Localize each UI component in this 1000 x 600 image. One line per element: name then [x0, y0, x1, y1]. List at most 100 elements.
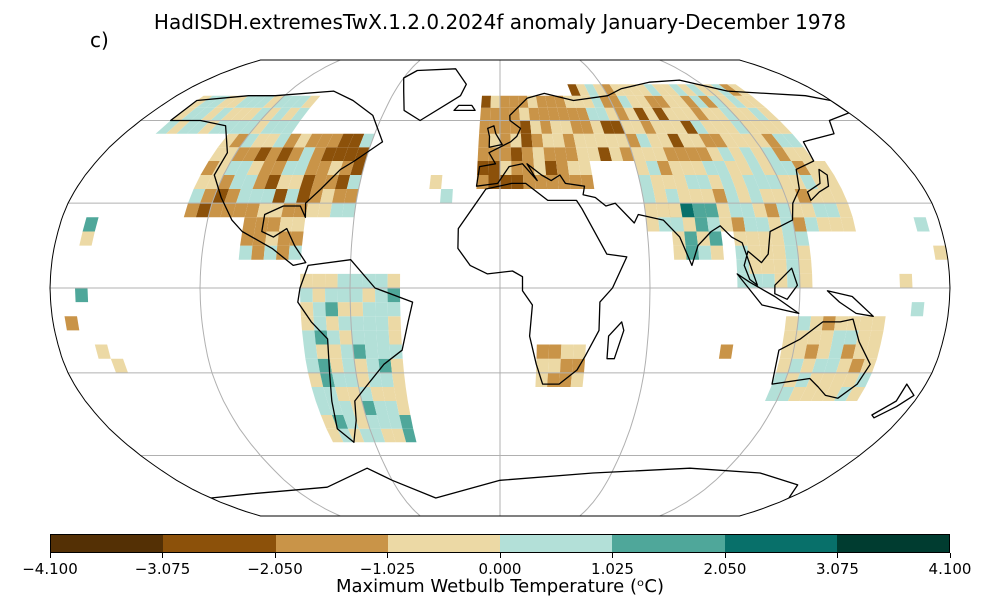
grid-cell — [729, 120, 751, 134]
grid-cell — [668, 203, 683, 218]
grid-cell — [258, 161, 276, 175]
grid-cell — [399, 415, 414, 429]
grid-cell — [387, 273, 401, 288]
grid-cell — [667, 133, 685, 148]
grid-cell — [303, 344, 318, 359]
grid-cell — [818, 372, 836, 387]
grid-cell — [749, 147, 769, 161]
grid-cell — [829, 372, 848, 387]
grid-cell — [510, 120, 521, 134]
grid-cell — [313, 316, 327, 331]
grid-cell — [280, 107, 301, 121]
grid-cell — [327, 401, 344, 415]
grid-cell — [354, 147, 370, 161]
grid-cell — [570, 372, 584, 387]
grid-cell — [315, 161, 332, 175]
grid-cell — [910, 302, 925, 317]
grid-cell — [719, 133, 739, 148]
grid-cell — [718, 217, 734, 232]
grid-cell — [644, 203, 659, 218]
grid-cell — [806, 330, 822, 345]
grid-cell — [539, 120, 553, 134]
grid-cell — [362, 302, 376, 317]
grid-cell — [223, 161, 243, 175]
grid-cell — [230, 107, 254, 121]
grid-cell — [488, 161, 500, 175]
colorbar-tick-label: −1.025 — [359, 560, 416, 578]
grid-cell — [617, 84, 635, 96]
grid-cell — [677, 133, 696, 148]
coastline-borneo — [774, 267, 799, 300]
grid-cell — [332, 147, 349, 161]
grid-cell — [176, 120, 201, 134]
grid-cell — [391, 428, 407, 443]
grid-cell — [592, 84, 608, 96]
grid-cell — [332, 372, 347, 387]
grid-cell — [604, 107, 620, 121]
grid-cell — [510, 147, 523, 161]
grid-cell — [812, 203, 829, 218]
grid-cell — [552, 133, 566, 148]
grid-cell — [619, 120, 636, 134]
grid-cell — [566, 107, 580, 121]
grid-cell — [841, 372, 860, 387]
colorbar-ticks — [49, 553, 951, 561]
grid-cell — [799, 273, 813, 288]
grid-cell — [341, 203, 356, 218]
grid-cell — [477, 161, 489, 175]
colorbar-tick-label: 2.050 — [703, 560, 747, 578]
grid-cell — [375, 316, 389, 331]
coastline-greenland — [403, 68, 467, 122]
grid-cell — [856, 330, 872, 345]
grid-cell — [735, 161, 754, 175]
meridian-line — [659, 60, 801, 516]
grid-cell — [320, 415, 338, 429]
colorbar-tick-label: 0.000 — [478, 560, 522, 578]
grid-cell — [363, 330, 378, 345]
grid-cell — [533, 161, 547, 175]
grid-cell — [393, 387, 408, 401]
grid-cell — [300, 316, 315, 331]
grid-cell — [821, 316, 836, 331]
grid-cell — [190, 107, 216, 121]
grid-cell — [228, 120, 251, 134]
grid-cell — [510, 133, 522, 148]
grid-cell — [325, 288, 338, 303]
grid-cell — [362, 288, 376, 303]
grid-cell — [573, 344, 586, 359]
colorbar-tick — [724, 553, 726, 558]
grid-cell — [688, 189, 704, 204]
grid-cell — [309, 147, 327, 161]
grid-cell — [599, 120, 615, 134]
grid-cell — [804, 217, 820, 232]
grid-cell — [781, 133, 804, 148]
grid-cell — [723, 189, 740, 204]
grid-cell — [376, 330, 390, 345]
grid-cell — [291, 217, 306, 232]
grid-cell — [645, 161, 662, 175]
grid-cell — [320, 189, 335, 204]
map-area — [49, 59, 951, 517]
grid-cell — [699, 120, 720, 134]
grid-cell — [261, 133, 281, 148]
grid-cell — [511, 175, 524, 189]
grid-cell — [759, 189, 776, 204]
grid-cell — [649, 175, 665, 189]
grid-cell — [549, 120, 563, 134]
grid-cell — [350, 273, 363, 288]
grid-cell — [110, 358, 128, 373]
colorbar-tick — [837, 553, 838, 558]
grid-cell — [800, 203, 817, 218]
grid-cell — [239, 120, 261, 134]
coastline-new-zealand — [871, 383, 915, 419]
grid-cell — [567, 84, 581, 96]
grid-cell — [308, 372, 324, 387]
grid-cell — [380, 372, 394, 387]
grid-cell — [774, 273, 788, 288]
grid-cell — [272, 189, 288, 204]
grid-cell — [676, 84, 698, 96]
grid-cell — [643, 84, 662, 96]
grid-cell — [560, 344, 574, 359]
grid-cell — [224, 95, 249, 108]
grid-cell — [782, 231, 797, 246]
